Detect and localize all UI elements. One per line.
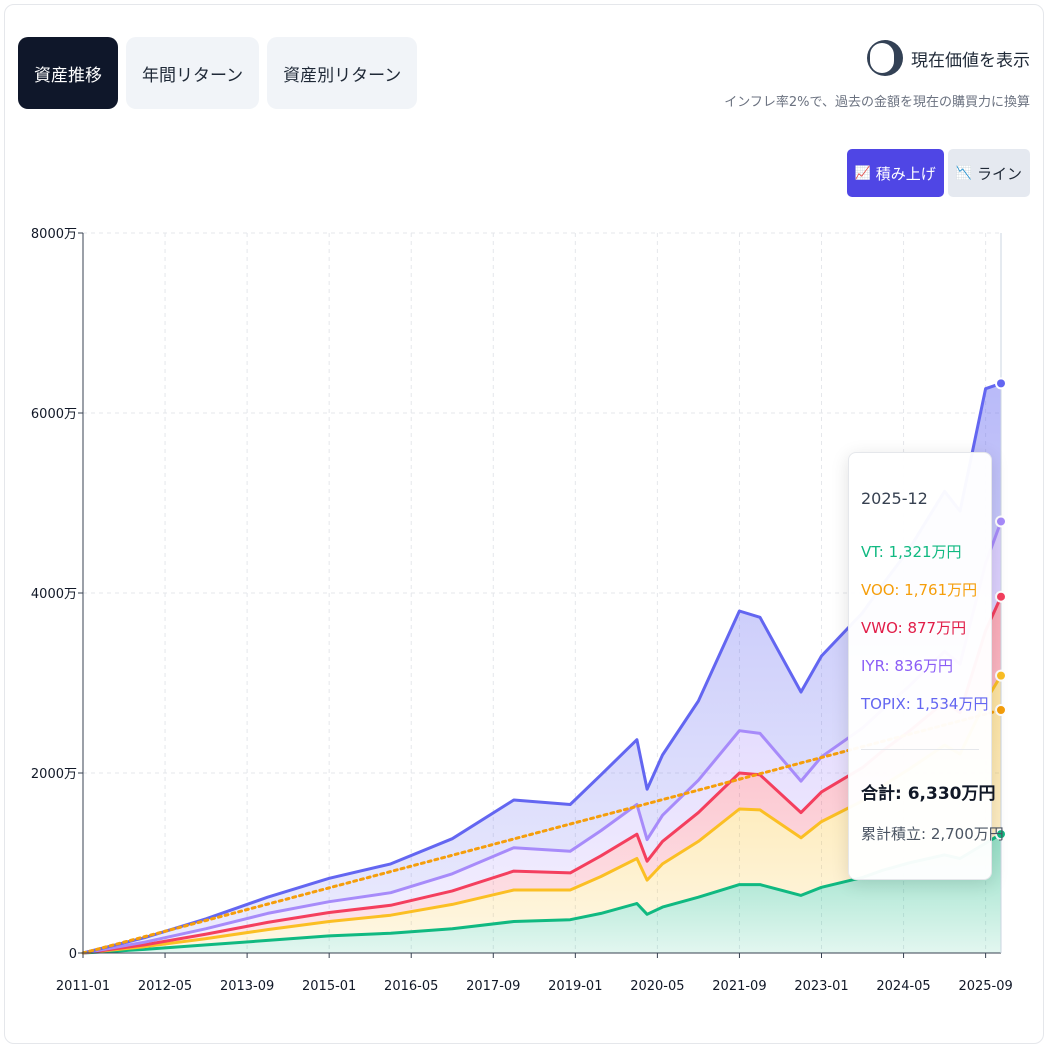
stacked-mode-label: 積み上げ bbox=[875, 164, 936, 183]
chart-mode-switch: 📈 積み上げ 📉 ライン bbox=[846, 149, 1030, 197]
x-tick-label: 2016-05 bbox=[384, 979, 438, 994]
tab-asset-growth[interactable]: 資産推移 bbox=[18, 37, 118, 109]
x-tick-label: 2021-09 bbox=[712, 979, 766, 994]
area-chart-icon: 📈 bbox=[854, 165, 871, 181]
area-vwo bbox=[83, 596, 1001, 953]
line-mode-button[interactable]: 📉 ライン bbox=[947, 149, 1030, 197]
present-value-toggle-row: 現在価値を表示 bbox=[867, 40, 1030, 76]
dot-vwo bbox=[995, 590, 1007, 603]
tooltip-item-topix: TOPIX: 1,534万円 bbox=[861, 695, 989, 713]
dot-vt bbox=[995, 828, 1007, 841]
area-vt bbox=[83, 834, 1001, 953]
grid-lines bbox=[82, 232, 1001, 953]
area-iyr bbox=[83, 521, 1001, 953]
dot-iyr bbox=[995, 515, 1007, 528]
tooltip-item-vt: VT: 1,321万円 bbox=[861, 543, 962, 561]
y-tick-label: 8000万 bbox=[31, 227, 77, 242]
area-topix bbox=[83, 383, 1001, 953]
tooltip-cumulative: 累計積立: 2,700万円 bbox=[861, 825, 1004, 843]
line-mode-label: ライン bbox=[976, 164, 1022, 183]
tab-asset-return[interactable]: 資産別リターン bbox=[267, 37, 418, 109]
end-markers bbox=[995, 377, 1007, 841]
dot-cumulative bbox=[995, 704, 1007, 716]
y-tick-label: 0 bbox=[69, 947, 77, 962]
tooltip-date: 2025-12 bbox=[861, 489, 928, 508]
x-tick-label: 2020-05 bbox=[630, 979, 684, 994]
dot-topix bbox=[995, 377, 1007, 390]
x-tick-label: 2019-01 bbox=[548, 979, 602, 994]
tab-annual-return[interactable]: 年間リターン bbox=[126, 37, 260, 109]
x-tick-label: 2013-09 bbox=[220, 979, 274, 994]
tooltip: 2025-12 VT: 1,321万円 VOO: 1,761万円 VWO: 87… bbox=[848, 452, 1004, 880]
area-voo bbox=[83, 675, 1001, 953]
x-tick-label: 2017-09 bbox=[466, 979, 520, 994]
dot-voo bbox=[995, 669, 1007, 682]
inflation-note: インフレ率2%で、過去の金額を現在の購買力に換算 bbox=[724, 95, 1030, 110]
x-tick-label: 2023-01 bbox=[794, 979, 848, 994]
x-tick-label: 2025-09 bbox=[958, 979, 1012, 994]
line-chart-icon: 📉 bbox=[955, 165, 972, 181]
tooltip-item-voo: VOO: 1,761万円 bbox=[861, 581, 978, 599]
x-tick-label: 2012-05 bbox=[138, 979, 192, 994]
x-tick-label: 2011-01 bbox=[56, 979, 110, 994]
y-tick-label: 2000万 bbox=[31, 767, 77, 782]
present-value-toggle[interactable] bbox=[867, 40, 903, 76]
y-tick-label: 4000万 bbox=[31, 587, 77, 602]
area-layers bbox=[83, 383, 1001, 953]
tooltip-item-iyr: IYR: 836万円 bbox=[861, 657, 953, 675]
x-tick-label: 2024-05 bbox=[876, 979, 930, 994]
tooltip-divider bbox=[861, 749, 979, 750]
tooltip-total: 合計: 6,330万円 bbox=[861, 784, 996, 804]
tooltip-item-vwo: VWO: 877万円 bbox=[861, 619, 967, 637]
view-tabs: 資産推移 年間リターン 資産別リターン bbox=[18, 37, 418, 109]
x-tick-label: 2015-01 bbox=[302, 979, 356, 994]
y-tick-label: 6000万 bbox=[31, 407, 77, 422]
stacked-mode-button[interactable]: 📈 積み上げ bbox=[846, 149, 944, 197]
present-value-label: 現在価値を表示 bbox=[911, 50, 1030, 71]
